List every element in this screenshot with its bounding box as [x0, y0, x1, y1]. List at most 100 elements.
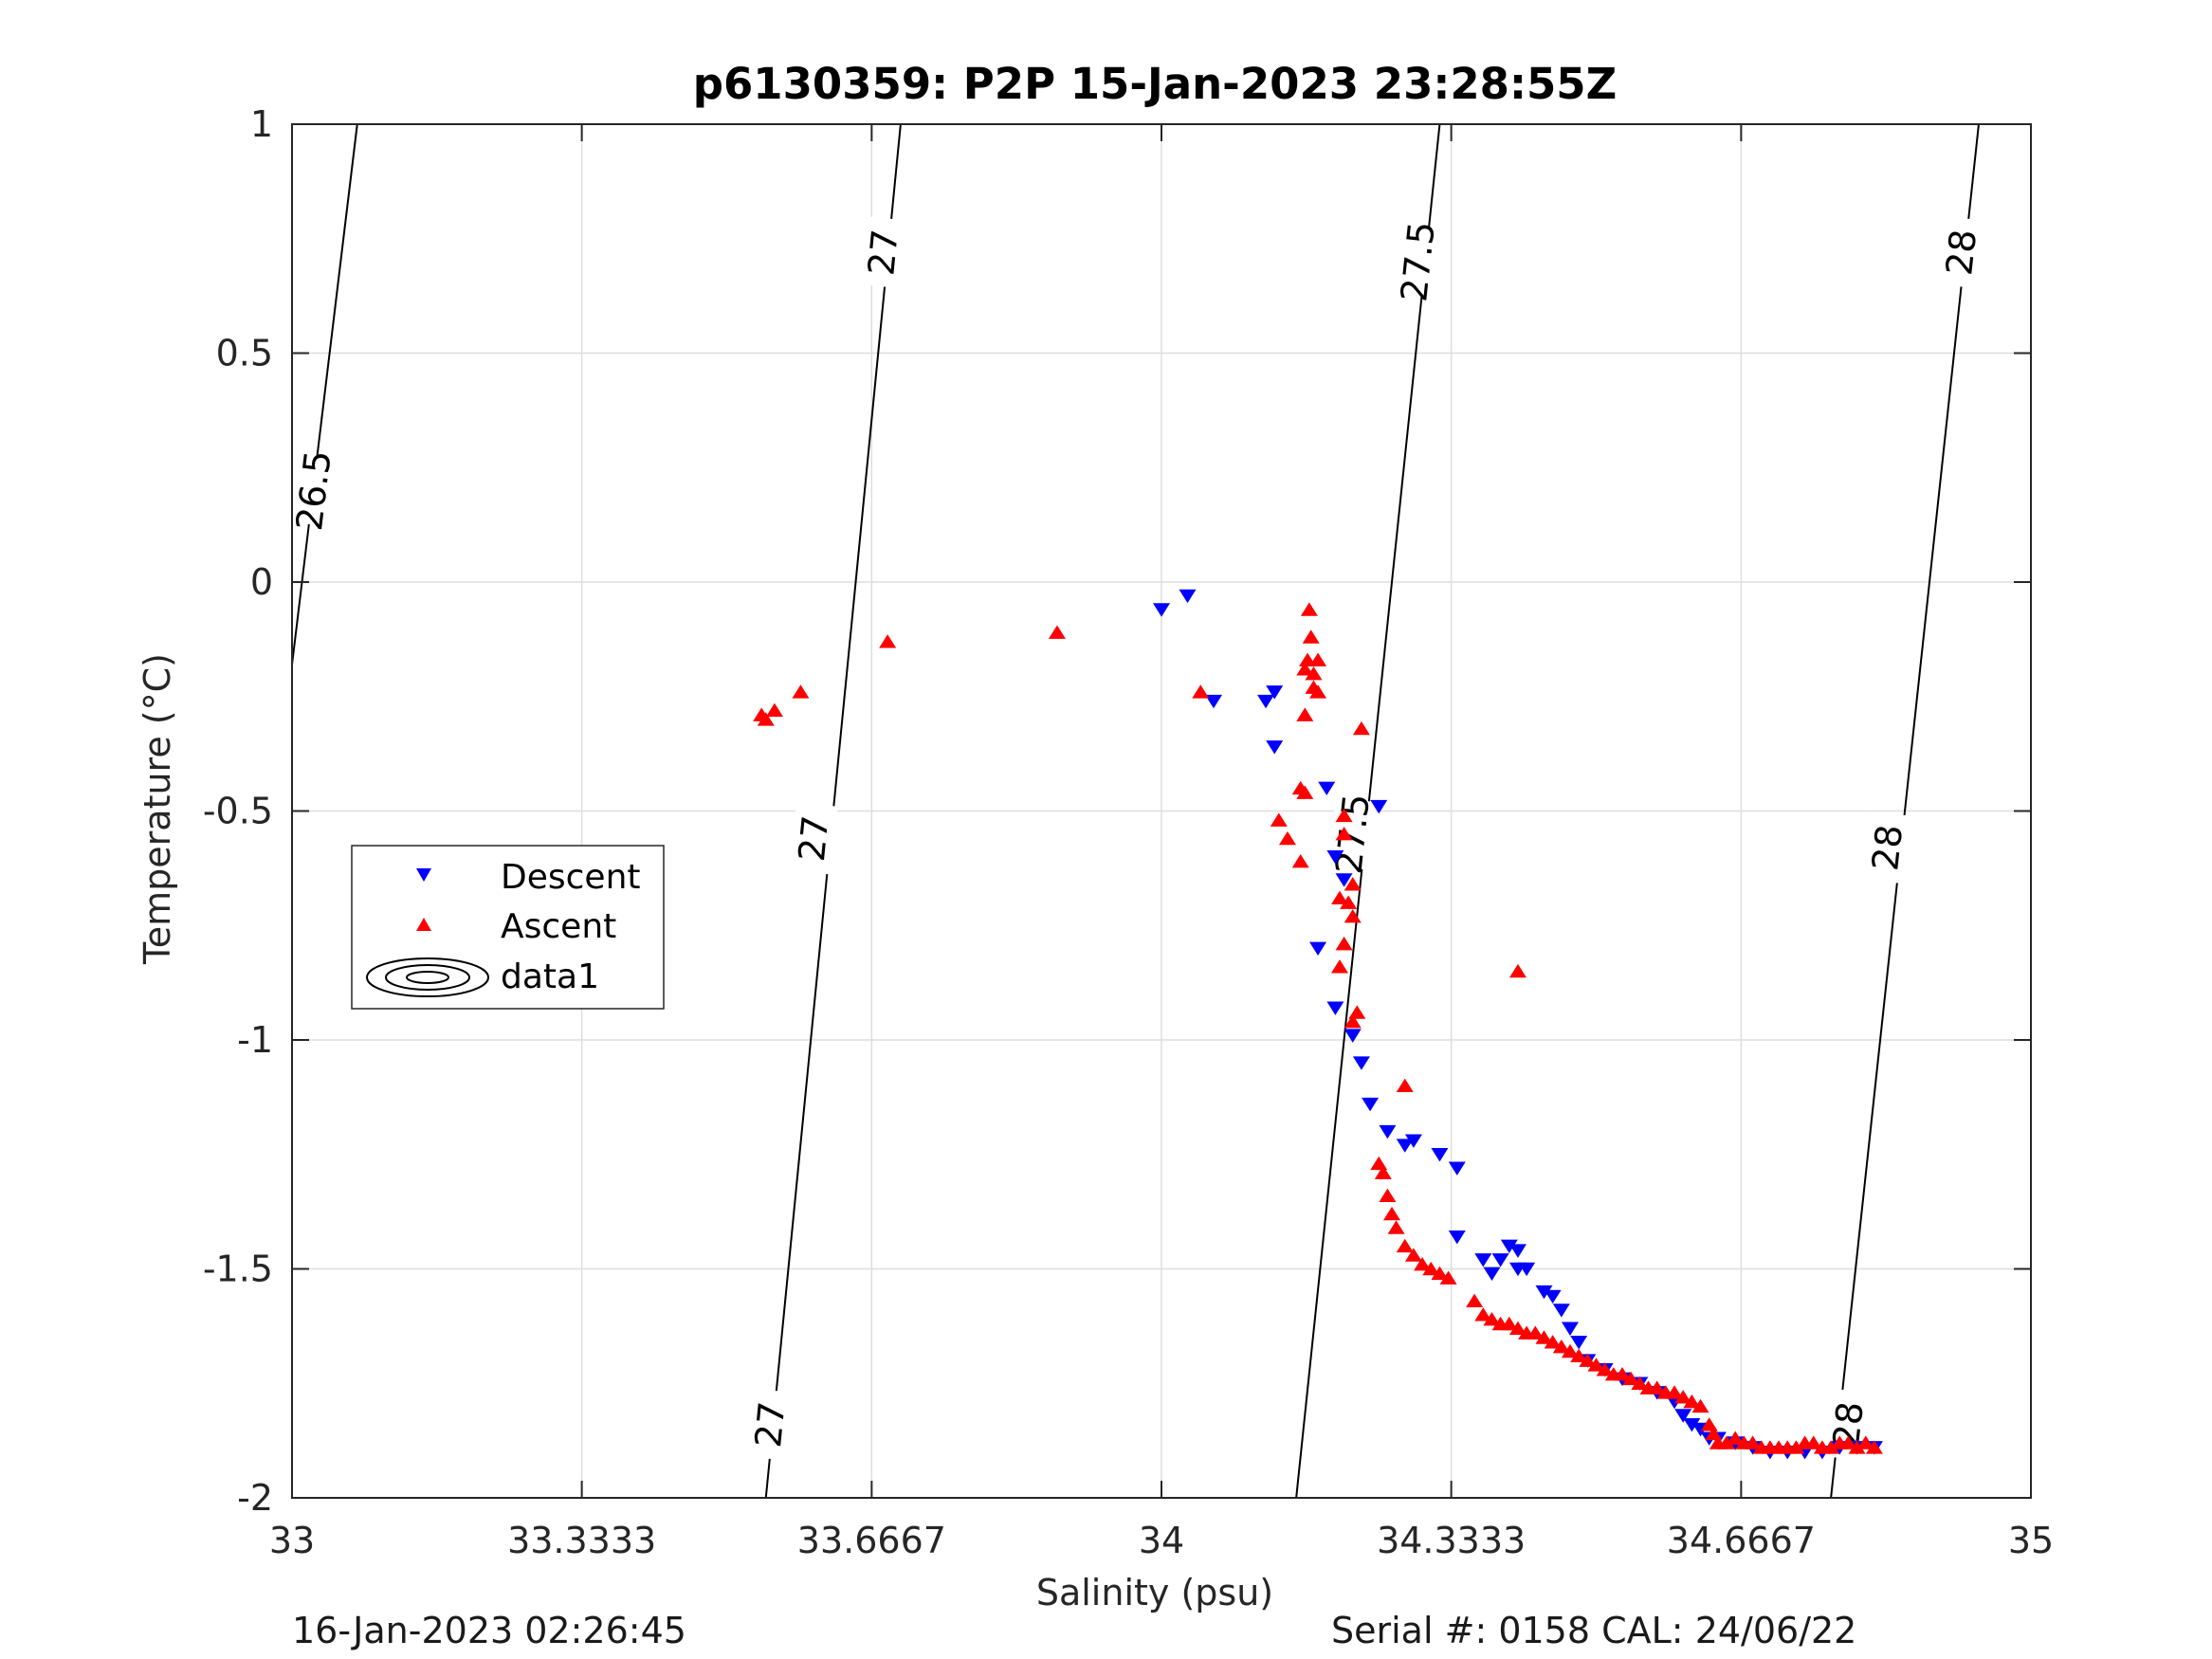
ascent-point	[1526, 1325, 1545, 1340]
legend-ascent-marker	[416, 918, 431, 931]
ascent-point	[1787, 1440, 1805, 1454]
descent-point	[1561, 1322, 1579, 1336]
ascent-point	[1352, 720, 1370, 736]
ascent-point	[1744, 1435, 1762, 1449]
ascent-point	[1192, 684, 1210, 699]
contour-line	[1830, 123, 1980, 1499]
contour-label-gap	[859, 216, 907, 289]
ascent-point	[1483, 1311, 1501, 1326]
descent-point	[1535, 1285, 1553, 1300]
ascent-point	[1344, 1014, 1362, 1029]
contour-label: 27	[859, 216, 907, 289]
ascent-point	[1865, 1440, 1883, 1454]
descent-point	[1500, 1239, 1518, 1253]
ascent-point	[1439, 1270, 1457, 1285]
ascent-point	[1335, 936, 1353, 951]
descent-point	[1474, 1253, 1492, 1267]
legend-ascent-label: Ascent	[501, 907, 616, 946]
x-tick-label: 33.3333	[507, 1520, 656, 1561]
descent-point	[1518, 1262, 1536, 1277]
ascent-point	[1270, 812, 1288, 827]
contour-label: 26.5	[288, 448, 339, 533]
ascent-point	[1856, 1435, 1874, 1449]
ascent-point	[1296, 785, 1314, 799]
contour-label-text: 27.5	[1393, 220, 1443, 304]
ascent-point	[1683, 1394, 1701, 1409]
ascent-point	[1648, 1380, 1666, 1395]
contour-label-gap	[1393, 225, 1443, 298]
contour-label-gap	[1936, 216, 1986, 289]
ascent-point	[1396, 1078, 1414, 1093]
y-axis-label: Temperature (°C)	[137, 653, 178, 965]
contour-label-text: 27	[747, 1400, 794, 1449]
ascent-point	[1587, 1358, 1605, 1372]
chart-title: p6130359: P2P 15-Jan-2023 23:28:55Z	[693, 59, 1618, 109]
ascent-point	[879, 634, 897, 648]
ascent-point	[1309, 684, 1327, 699]
descent-point	[1266, 685, 1284, 700]
ascent-point	[1396, 1238, 1414, 1253]
descent-point	[1326, 850, 1344, 865]
ascent-point	[1379, 1188, 1397, 1202]
ascent-point	[1718, 1435, 1736, 1449]
ascent-point	[1387, 1220, 1405, 1234]
ascent-point	[1666, 1385, 1684, 1399]
ascent-point	[1552, 1339, 1570, 1354]
ascent-point	[1335, 808, 1353, 823]
descent-point	[1544, 1289, 1562, 1304]
ascent-point	[1291, 853, 1309, 868]
contour-label-text: 28	[1938, 228, 1984, 278]
ascent-point	[1500, 1316, 1518, 1331]
ascent-point	[1596, 1362, 1614, 1376]
contour-line	[291, 123, 358, 665]
descent-point	[1404, 1134, 1422, 1148]
descent-point	[1448, 1230, 1466, 1245]
axes: 33 33.3333 33.6667 34 34.3333 34.6667 35 1 0.5 0 -…	[203, 103, 2054, 1561]
x-axis-label: Salinity (psu)	[1036, 1572, 1273, 1613]
y-tick-label: -1.5	[203, 1249, 273, 1290]
y-tick-label: 0	[250, 561, 273, 603]
descent-point	[1370, 799, 1388, 814]
descent-point	[1352, 1056, 1370, 1070]
ascent-point	[757, 712, 775, 726]
x-tick-label: 35	[2008, 1520, 2054, 1561]
ascent-point	[1348, 1005, 1366, 1019]
ascent-point	[1674, 1390, 1692, 1404]
contour-label-gap	[288, 454, 339, 527]
descent-point	[1266, 740, 1284, 755]
ascent-point	[1344, 877, 1362, 891]
ascent-point	[1296, 662, 1314, 676]
ascent-point	[1727, 1431, 1745, 1445]
legend-descent-label: Descent	[501, 858, 641, 897]
footer-timestamp: 16-Jan-2023 02:26:45	[292, 1610, 686, 1651]
descent-point	[1257, 694, 1275, 709]
x-tick-label: 33	[269, 1520, 315, 1561]
ascent-point	[1344, 908, 1362, 923]
contour-label: 28	[1936, 216, 1986, 289]
descent-point	[1683, 1417, 1701, 1432]
descent-point	[1448, 1161, 1466, 1176]
y-tick-label: -2	[237, 1477, 273, 1519]
contour-label: 28	[1862, 811, 1912, 884]
legend-contour-label: data1	[501, 957, 599, 996]
contour-label-text: 27	[791, 813, 837, 863]
contour-label: 27	[745, 1388, 795, 1461]
ascent-point	[1048, 625, 1066, 639]
ascent-point	[1622, 1371, 1640, 1386]
descent-point	[1205, 694, 1223, 709]
legend: Descent Ascent data1	[351, 845, 665, 1010]
ascent-point	[1278, 830, 1296, 846]
contour-label-gap	[789, 802, 838, 875]
ascent-point	[1535, 1330, 1553, 1344]
contour-label-text: 26.5	[288, 448, 339, 533]
ascent-point	[1422, 1261, 1440, 1276]
legend-descent-marker	[416, 868, 431, 882]
ascent-point	[1804, 1435, 1822, 1449]
ascent-point	[1579, 1353, 1597, 1367]
ascent-point	[1340, 895, 1358, 909]
footer-serial-cal: Serial #: 0158 CAL: 24/06/22	[1331, 1610, 1857, 1651]
ascent-point	[1570, 1348, 1588, 1363]
ascent-point	[1614, 1366, 1632, 1381]
ascent-point	[1691, 1398, 1709, 1413]
descent-point	[1570, 1336, 1588, 1350]
